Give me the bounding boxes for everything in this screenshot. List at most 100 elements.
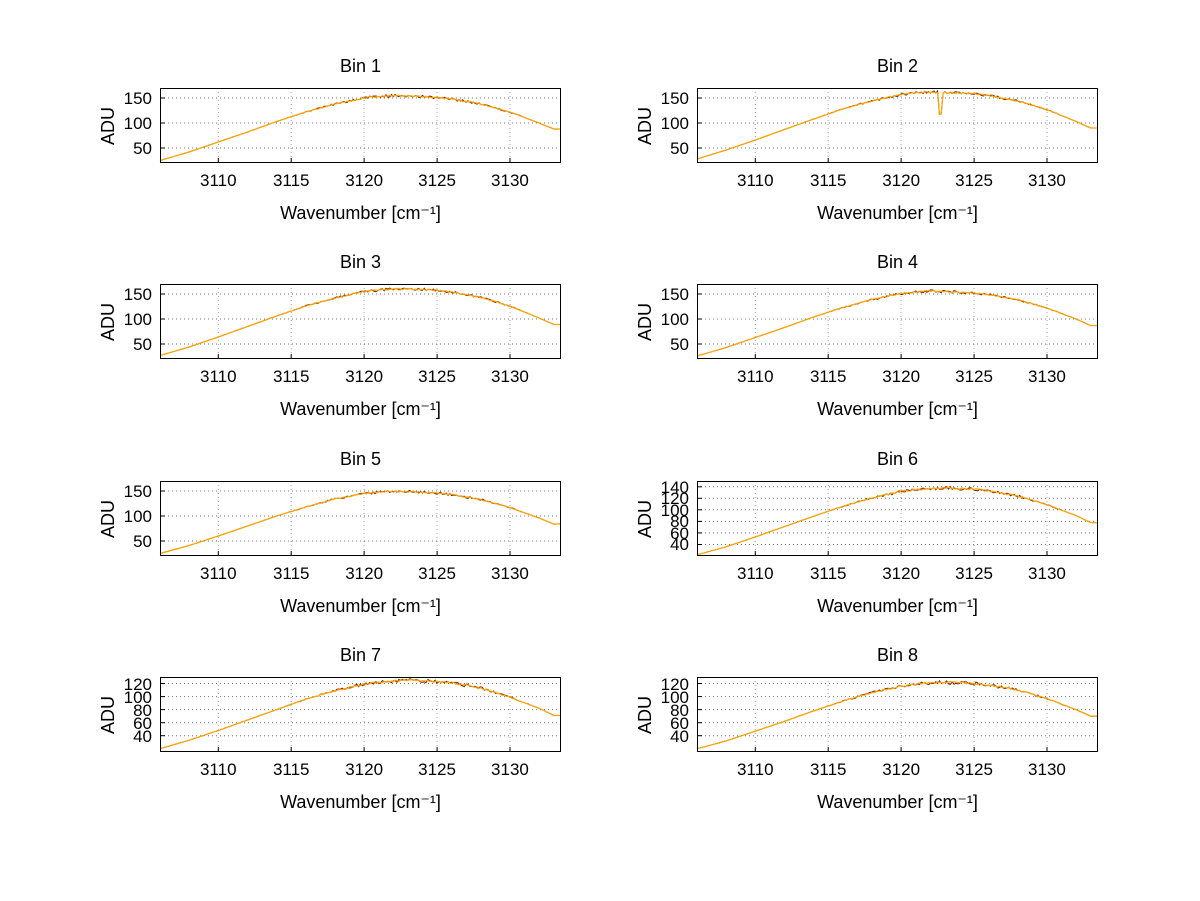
x-tick-label: 3110 bbox=[200, 564, 237, 583]
y-tick-label: 80 bbox=[670, 700, 689, 720]
x-tick-label: 3115 bbox=[272, 171, 310, 190]
y-tick-label: 40 bbox=[670, 726, 689, 746]
x-tick-label: 3125 bbox=[955, 367, 993, 386]
x-tick-label: 3130 bbox=[1028, 760, 1066, 779]
plot-area bbox=[696, 677, 1098, 752]
y-tick-label: 100 bbox=[660, 500, 689, 520]
x-tick-label: 3120 bbox=[882, 564, 921, 583]
x-tick-label: 3125 bbox=[418, 760, 456, 779]
x-tick-label: 3130 bbox=[491, 564, 529, 583]
plot-area bbox=[159, 88, 561, 163]
axes-box bbox=[160, 677, 561, 752]
series-main-line bbox=[159, 490, 561, 555]
series-noise-line bbox=[159, 93, 561, 161]
x-tick-label: 3120 bbox=[882, 171, 921, 190]
series-noise-line bbox=[159, 678, 562, 750]
plot-area bbox=[159, 677, 562, 752]
x-axis-label: Wavenumber [cm⁻¹] bbox=[817, 399, 978, 419]
x-axis-label: Wavenumber [cm⁻¹] bbox=[817, 596, 978, 616]
x-tick-label: 3115 bbox=[272, 564, 310, 583]
x-tick-label: 3120 bbox=[345, 564, 384, 583]
x-tick-label: 3110 bbox=[200, 171, 237, 190]
x-tick-label: 3110 bbox=[737, 760, 774, 779]
chart-title: Bin 2 bbox=[876, 56, 919, 76]
x-axis-label: Wavenumber [cm⁻¹] bbox=[817, 203, 978, 223]
series-main-line bbox=[696, 90, 1098, 160]
y-tick-label: 120 bbox=[123, 674, 152, 694]
x-axis-label: Wavenumber [cm⁻¹] bbox=[280, 792, 441, 812]
series-noise-line bbox=[159, 287, 561, 356]
x-axis-label: Wavenumber [cm⁻¹] bbox=[280, 399, 441, 419]
chart-title: Bin 1 bbox=[339, 56, 382, 76]
x-tick-label: 3115 bbox=[809, 760, 847, 779]
y-tick-label: 80 bbox=[670, 512, 689, 532]
x-tick-label: 3120 bbox=[882, 760, 921, 779]
x-tick-label: 3110 bbox=[737, 564, 774, 583]
chart-title: Bin 4 bbox=[876, 252, 919, 272]
x-tick-label: 3125 bbox=[955, 564, 993, 583]
y-tick-label: 50 bbox=[133, 335, 152, 354]
series-noise-line bbox=[159, 489, 562, 554]
x-tick-label: 3125 bbox=[418, 171, 456, 190]
x-tick-label: 3125 bbox=[418, 564, 456, 583]
y-tick-label: 150 bbox=[123, 285, 152, 304]
y-tick-label: 50 bbox=[670, 335, 689, 354]
x-tick-label: 3130 bbox=[1028, 171, 1066, 190]
series-noise-line bbox=[696, 89, 1098, 160]
x-tick-label: 3125 bbox=[955, 171, 993, 190]
series-main-line bbox=[696, 289, 1098, 357]
y-tick-label: 40 bbox=[670, 535, 689, 555]
axes-box bbox=[697, 481, 1098, 556]
y-tick-label: 60 bbox=[133, 713, 152, 733]
series-main-line bbox=[159, 678, 561, 750]
y-tick-label: 50 bbox=[133, 139, 152, 158]
chart-title: Bin 5 bbox=[339, 449, 382, 469]
y-tick-label: 150 bbox=[123, 89, 152, 108]
series-noise-line bbox=[696, 289, 1099, 357]
x-tick-label: 3115 bbox=[809, 564, 847, 583]
x-tick-label: 3120 bbox=[345, 760, 384, 779]
chart-title: Bin 7 bbox=[339, 645, 382, 665]
x-tick-label: 3125 bbox=[955, 760, 993, 779]
plot-area bbox=[696, 481, 1099, 556]
x-tick-label: 3115 bbox=[272, 367, 310, 386]
y-tick-label: 150 bbox=[123, 482, 152, 501]
series-main-line bbox=[159, 287, 561, 357]
series-noise-line bbox=[696, 679, 1098, 750]
x-tick-label: 3115 bbox=[809, 367, 847, 386]
plot-area bbox=[696, 284, 1099, 359]
y-tick-label: 100 bbox=[123, 687, 152, 707]
y-tick-label: 60 bbox=[670, 523, 689, 543]
axes-box bbox=[160, 88, 561, 163]
x-tick-label: 3130 bbox=[491, 171, 529, 190]
chart-title: Bin 8 bbox=[876, 645, 919, 665]
x-tick-label: 3110 bbox=[200, 367, 237, 386]
axes-box bbox=[697, 88, 1098, 163]
x-axis-label: Wavenumber [cm⁻¹] bbox=[280, 596, 441, 616]
y-tick-label: 100 bbox=[660, 687, 689, 707]
axes-box bbox=[697, 677, 1098, 752]
x-tick-label: 3130 bbox=[491, 367, 529, 386]
y-tick-label: 100 bbox=[660, 310, 689, 329]
x-tick-label: 3110 bbox=[737, 367, 774, 386]
x-tick-label: 3130 bbox=[1028, 367, 1066, 386]
x-tick-label: 3115 bbox=[272, 760, 310, 779]
y-tick-label: 100 bbox=[660, 114, 689, 133]
y-tick-label: 80 bbox=[133, 700, 152, 720]
axes-box bbox=[697, 284, 1098, 359]
y-tick-label: 100 bbox=[123, 114, 152, 133]
x-tick-label: 3120 bbox=[882, 367, 921, 386]
x-tick-label: 3120 bbox=[345, 171, 384, 190]
x-tick-label: 3130 bbox=[491, 760, 529, 779]
y-tick-label: 40 bbox=[133, 726, 152, 746]
x-tick-label: 3130 bbox=[1028, 564, 1066, 583]
series-main-line bbox=[696, 486, 1098, 556]
y-tick-label: 140 bbox=[660, 477, 689, 497]
x-tick-label: 3115 bbox=[809, 171, 847, 190]
y-tick-label: 50 bbox=[133, 532, 152, 551]
y-tick-label: 100 bbox=[123, 507, 152, 526]
series-main-line bbox=[159, 94, 561, 162]
x-tick-label: 3110 bbox=[200, 760, 237, 779]
y-tick-label: 100 bbox=[123, 310, 152, 329]
